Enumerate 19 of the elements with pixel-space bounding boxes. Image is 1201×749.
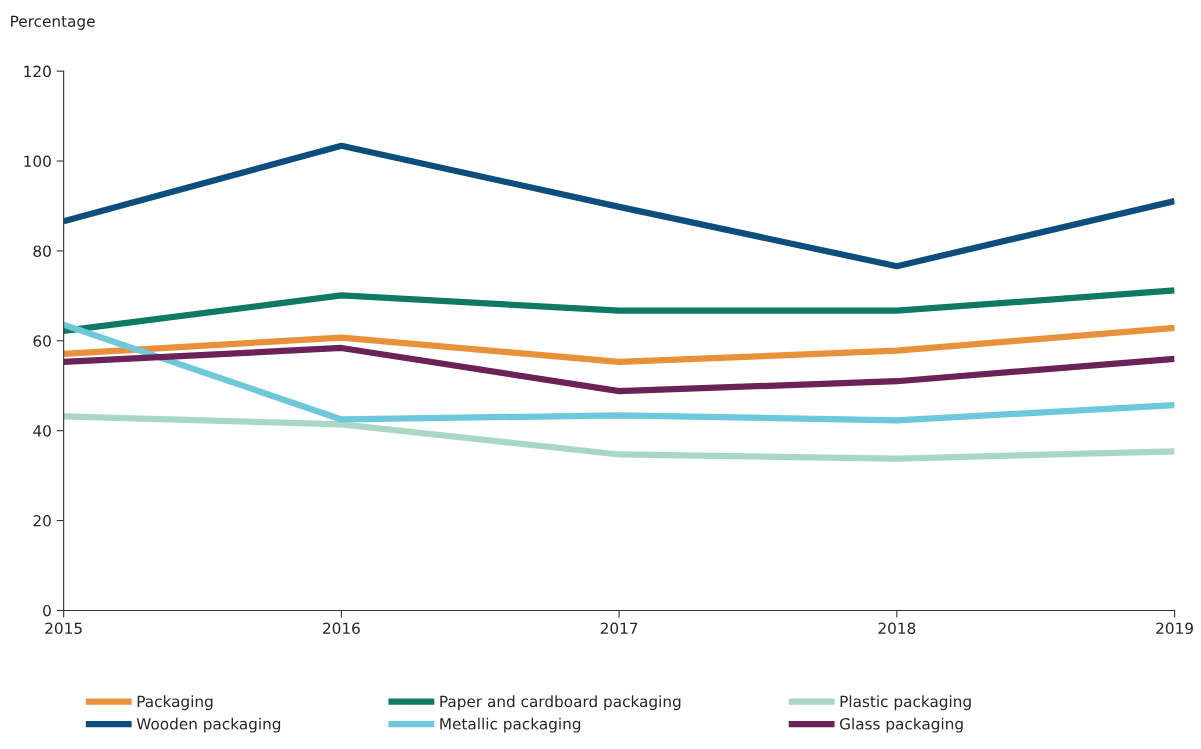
legend-label: Metallic packaging	[440, 717, 581, 733]
y-tick-label: 120	[24, 65, 51, 78]
y-tick-label: 80	[33, 245, 51, 257]
y-tick-label: 0	[43, 604, 51, 617]
y-axis-title: Percentage	[11, 15, 95, 30]
legend-label: Glass packaging	[839, 717, 963, 733]
y-tick-label: 60	[33, 335, 51, 347]
x-tick-label: 2017	[600, 622, 638, 635]
y-tick-label: 40	[33, 425, 51, 437]
legend-label: Paper and cardboard packaging	[440, 695, 681, 711]
x-tick-label: 2016	[323, 622, 360, 635]
x-tick-label: 2019	[1156, 622, 1193, 635]
x-tick-label: 2018	[878, 622, 916, 635]
legend-label: Packaging	[137, 695, 213, 711]
legend-label: Wooden packaging	[136, 717, 281, 733]
y-tick-label: 20	[33, 515, 51, 527]
legend-label: Plastic packaging	[840, 695, 971, 711]
y-tick-label: 100	[24, 155, 51, 168]
x-tick-label: 2015	[45, 622, 82, 635]
